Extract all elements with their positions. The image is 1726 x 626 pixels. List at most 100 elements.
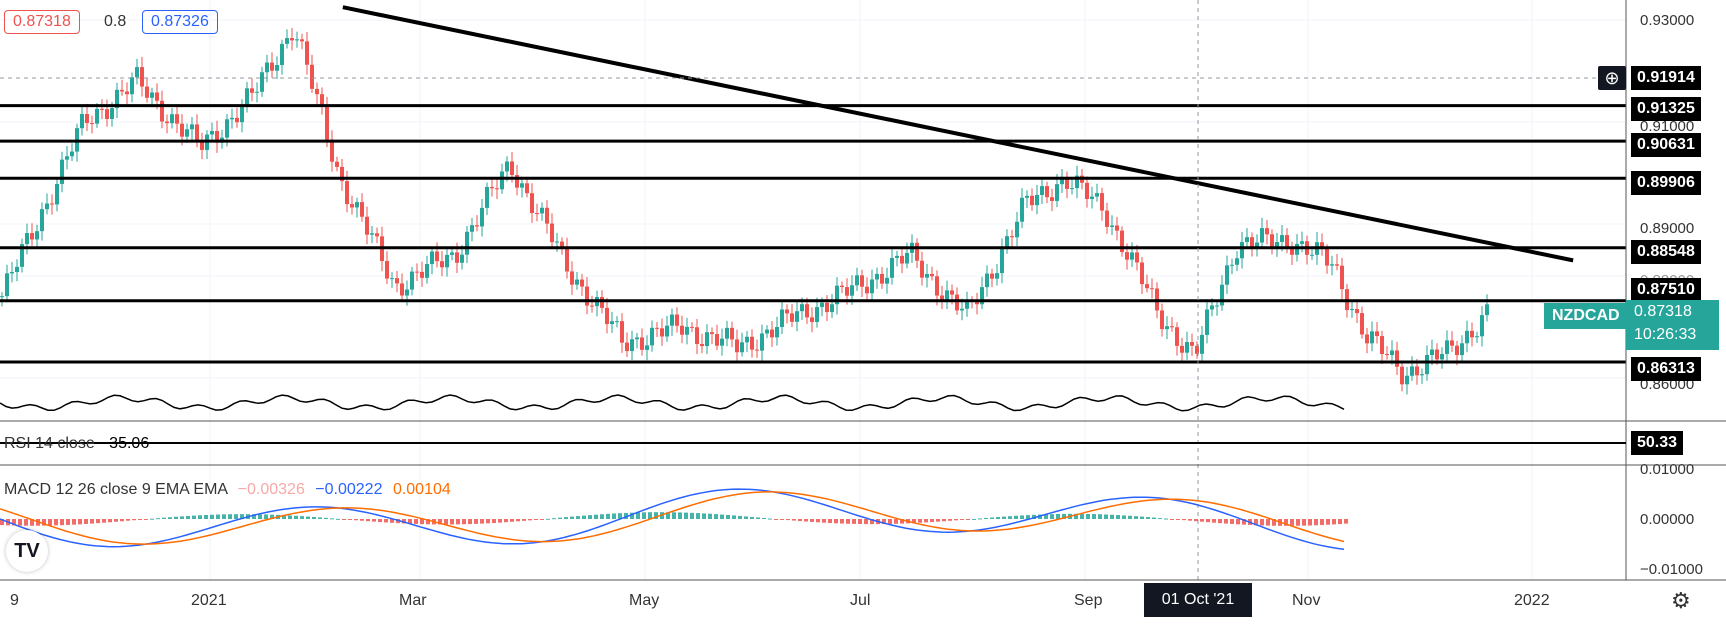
candle (785, 304, 789, 324)
macd-bar (1212, 519, 1216, 523)
candle (85, 103, 89, 132)
candle (5, 264, 9, 303)
macd-bar (816, 519, 820, 523)
candle (1360, 306, 1364, 339)
candle (125, 82, 129, 104)
settings-gear-icon[interactable]: ⚙ (1671, 588, 1691, 613)
macd-bar (1338, 519, 1342, 525)
candle (725, 320, 729, 347)
candle (1450, 331, 1454, 352)
candle (1300, 231, 1304, 253)
candle (410, 266, 414, 296)
candle (535, 203, 539, 222)
horizontal-levels[interactable] (0, 104, 1626, 364)
macd-bar (300, 516, 304, 519)
candle (1370, 321, 1374, 352)
candle (1145, 274, 1149, 293)
candle (445, 247, 449, 277)
candle (20, 238, 24, 273)
macd-bar (192, 515, 196, 519)
macd-bar (858, 519, 862, 525)
candle (495, 178, 499, 200)
candle (700, 333, 704, 354)
macd-bar (42, 519, 46, 526)
candle (875, 267, 879, 289)
candle (165, 114, 169, 134)
macd-bar (1332, 519, 1336, 525)
time-label-3: May (629, 592, 660, 609)
macd-bar (1164, 518, 1168, 520)
candle (1025, 190, 1029, 209)
candle (140, 56, 144, 97)
crosshair-plus-icon[interactable]: ⊕ (1598, 66, 1626, 90)
macd-bar (870, 519, 874, 525)
macd-bar (942, 519, 946, 522)
macd-bar (984, 517, 988, 519)
candle (220, 129, 224, 149)
macd-bar (156, 518, 160, 520)
last-price-value: 0.87318 (1634, 303, 1692, 320)
macd-bar (1122, 515, 1126, 519)
macd-bar (996, 517, 1000, 519)
macd-bar (252, 514, 256, 519)
candle (1475, 331, 1479, 344)
candle (1405, 366, 1409, 395)
macd-hist-value: −0.00326 (237, 481, 305, 498)
macd-bar (1284, 519, 1288, 526)
macd-bar (516, 519, 520, 522)
candle (985, 265, 989, 297)
macd-bar (546, 518, 550, 520)
macd-bar (1290, 519, 1294, 526)
level-label-89906: 0.89906 (1631, 171, 1701, 195)
macd-bar (810, 519, 814, 522)
candle (1235, 251, 1239, 272)
candle (1410, 356, 1414, 381)
candle (215, 120, 219, 153)
macd-bar (672, 512, 676, 519)
macd-bar (84, 519, 88, 524)
candle (1395, 341, 1399, 375)
macd-line-value: −0.00222 (315, 481, 383, 498)
candle (715, 324, 719, 351)
candle (425, 255, 429, 284)
candle (1185, 331, 1189, 360)
macd-bar (144, 519, 148, 520)
macd-bar (126, 519, 130, 521)
macd-bar (552, 518, 556, 520)
candle (695, 319, 699, 355)
candle (575, 271, 579, 290)
macd-bar (864, 519, 868, 525)
macd-bar (1152, 517, 1156, 519)
candle (970, 296, 974, 309)
crosshair-price-label: 0.91914 (1631, 66, 1701, 90)
candle (65, 146, 69, 170)
candle (470, 217, 474, 242)
macd-histogram (0, 512, 1348, 526)
macd-bar (324, 517, 328, 519)
candle (1485, 294, 1489, 322)
candle (735, 329, 739, 363)
candle (520, 176, 524, 198)
macd-bar (954, 519, 958, 521)
macd-bar (1218, 519, 1222, 524)
candle (130, 72, 134, 103)
trendline[interactable] (342, 5, 1574, 263)
candle (235, 107, 239, 128)
candle (50, 194, 54, 215)
macd-bar (408, 519, 412, 524)
candle (430, 246, 434, 275)
tradingview-logo-icon[interactable]: TV (6, 530, 48, 572)
macd-bar (486, 519, 490, 524)
macd-bar (18, 519, 22, 526)
candle (1245, 228, 1249, 248)
macd-bar (822, 519, 826, 523)
macd-bar (444, 519, 448, 525)
candle (1355, 299, 1359, 324)
macd-line (0, 488, 1345, 550)
level-label-90631: 0.90631 (1631, 133, 1701, 157)
macd-bar (570, 516, 574, 519)
macd-bar (474, 519, 478, 524)
candle (840, 281, 844, 294)
candle (525, 176, 529, 198)
